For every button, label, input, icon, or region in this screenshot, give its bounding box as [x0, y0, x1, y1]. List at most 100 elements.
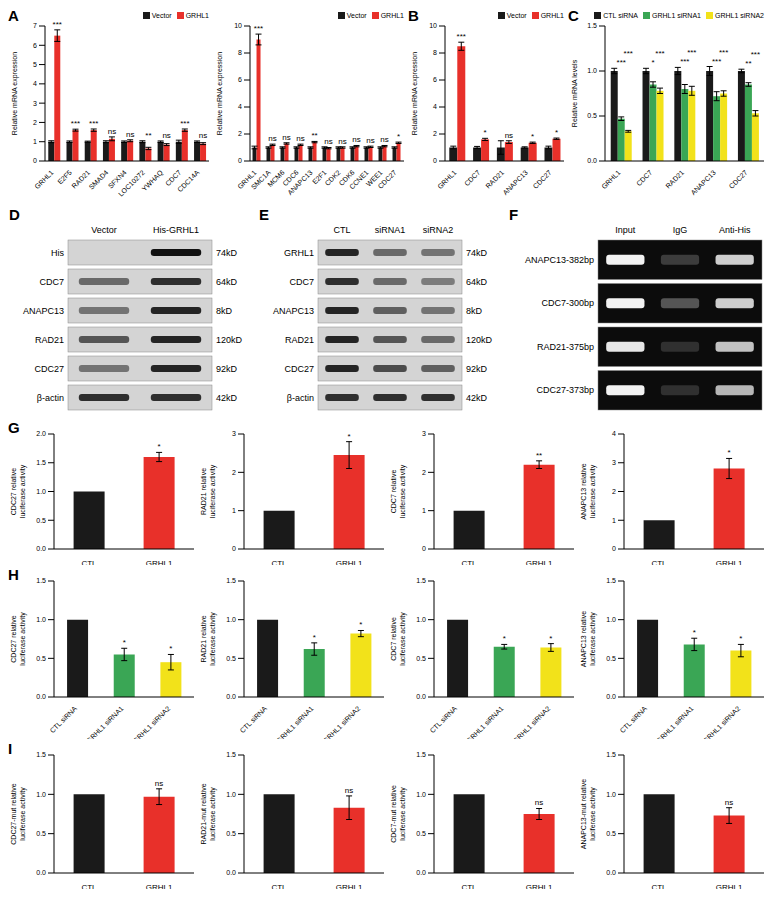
svg-text:*: * — [531, 132, 534, 141]
svg-text:1.0: 1.0 — [226, 616, 236, 623]
svg-text:42kD: 42kD — [466, 393, 488, 403]
svg-text:ns: ns — [535, 798, 543, 807]
svg-text:3: 3 — [612, 459, 616, 466]
svg-text:1.5: 1.5 — [36, 751, 46, 758]
svg-text:ANAPC13 relativeluciferase act: ANAPC13 relativeluciferase activity — [580, 463, 597, 520]
svg-text:ns: ns — [345, 786, 353, 795]
svg-text:2: 2 — [433, 130, 437, 137]
svg-text:0: 0 — [33, 157, 37, 164]
svg-text:2.0: 2.0 — [36, 430, 46, 437]
svg-text:CDC7 relativeluciferase activi: CDC7 relativeluciferase activity — [390, 612, 407, 666]
svg-text:CDC7 relativeluciferase activi: CDC7 relativeluciferase activity — [390, 464, 407, 518]
svg-text:4: 4 — [612, 430, 616, 437]
svg-text:0.0: 0.0 — [36, 693, 46, 700]
svg-text:CTL: CTL — [271, 559, 287, 565]
svg-text:0: 0 — [422, 545, 426, 552]
svg-text:CTL: CTL — [271, 883, 287, 889]
svg-text:ns: ns — [268, 134, 276, 143]
svg-text:CDC27-373bp: CDC27-373bp — [536, 385, 594, 395]
svg-text:7: 7 — [33, 22, 37, 29]
svg-text:His: His — [51, 248, 64, 258]
svg-text:***: *** — [254, 24, 263, 33]
svg-text:GRHL1: GRHL1 — [436, 169, 458, 191]
svg-text:*: * — [359, 620, 362, 629]
svg-text:***: *** — [457, 32, 466, 41]
svg-text:***: *** — [617, 58, 626, 67]
svg-text:0.0: 0.0 — [36, 869, 46, 876]
svg-text:CDC27 relativeluciferase activ: CDC27 relativeluciferase activity — [10, 464, 27, 518]
svg-text:8kD: 8kD — [216, 306, 233, 316]
svg-text:*: * — [169, 644, 172, 653]
svg-text:74kD: 74kD — [216, 248, 238, 258]
svg-text:1.0: 1.0 — [36, 791, 46, 798]
svg-text:1.0: 1.0 — [606, 791, 616, 798]
svg-text:CDC7-mut relativeluciferase ac: CDC7-mut relativeluciferase activity — [390, 785, 407, 843]
svg-text:His-GRHL1: His-GRHL1 — [153, 225, 199, 235]
svg-text:1.5: 1.5 — [587, 22, 597, 29]
svg-text:YWHAQ: YWHAQ — [140, 168, 165, 193]
svg-text:1.0: 1.0 — [416, 791, 426, 798]
svg-text:CDC7: CDC7 — [463, 169, 482, 188]
svg-text:*: * — [348, 432, 351, 441]
svg-text:***: *** — [687, 48, 696, 57]
svg-text:120kD: 120kD — [466, 335, 493, 345]
svg-text:***: *** — [89, 119, 98, 128]
svg-text:CCNE1: CCNE1 — [348, 169, 370, 191]
svg-text:10: 10 — [429, 22, 437, 29]
svg-text:GRHL1 siRNA1: GRHL1 siRNA1 — [465, 705, 505, 739]
svg-text:ns: ns — [199, 131, 207, 140]
svg-text:***: *** — [53, 20, 62, 29]
svg-text:0.0: 0.0 — [416, 693, 426, 700]
svg-text:***: *** — [624, 49, 633, 58]
svg-text:ANAPC13: ANAPC13 — [286, 169, 314, 197]
svg-text:0: 0 — [433, 157, 437, 164]
svg-text:ns: ns — [296, 134, 304, 143]
svg-text:IgG: IgG — [673, 225, 688, 235]
svg-text:GRHL1: GRHL1 — [526, 559, 553, 565]
svg-text:ns: ns — [155, 779, 163, 788]
svg-text:GRHL1: GRHL1 — [146, 559, 173, 565]
svg-text:2: 2 — [33, 119, 37, 126]
svg-text:RAD21: RAD21 — [484, 169, 505, 190]
svg-text:92kD: 92kD — [466, 364, 488, 374]
svg-text:CTL siRNA: CTL siRNA — [239, 705, 269, 735]
svg-text:β-actin: β-actin — [37, 393, 64, 403]
svg-text:GRHL1 siRNA1: GRHL1 siRNA1 — [655, 705, 695, 739]
svg-text:CTL siRNA: CTL siRNA — [619, 705, 649, 735]
svg-text:0.5: 0.5 — [36, 517, 46, 524]
svg-text:CDC27: CDC27 — [377, 169, 398, 190]
svg-text:CTL: CTL — [651, 883, 667, 889]
svg-text:1.5: 1.5 — [36, 459, 46, 466]
svg-text:Anti-His: Anti-His — [719, 225, 751, 235]
svg-text:CDC7: CDC7 — [39, 277, 64, 287]
svg-text:CDC27: CDC27 — [532, 169, 553, 190]
svg-text:ANAPC13: ANAPC13 — [273, 306, 314, 316]
svg-text:1.0: 1.0 — [606, 616, 616, 623]
svg-text:*: * — [549, 634, 552, 643]
svg-text:RAD21 relativeluciferase activ: RAD21 relativeluciferase activity — [200, 612, 217, 666]
svg-text:RAD21-mut relativeluciferase a: RAD21-mut relativeluciferase activity — [200, 783, 217, 844]
svg-text:0.0: 0.0 — [416, 869, 426, 876]
svg-text:GRHL1: GRHL1 — [336, 559, 363, 565]
svg-text:GRHL1: GRHL1 — [33, 169, 55, 191]
svg-text:CDC7-300bp: CDC7-300bp — [541, 298, 594, 308]
svg-text:*: * — [313, 633, 316, 642]
svg-text:CTL: CTL — [333, 225, 350, 235]
svg-text:1.0: 1.0 — [416, 616, 426, 623]
svg-text:GRHL1: GRHL1 — [284, 248, 314, 258]
svg-text:**: ** — [311, 131, 317, 140]
svg-text:ANAPC13: ANAPC13 — [501, 169, 529, 197]
svg-text:42kD: 42kD — [216, 393, 238, 403]
svg-text:CTL siRNA: CTL siRNA — [429, 705, 459, 735]
svg-text:ns: ns — [380, 135, 388, 144]
svg-text:**: ** — [536, 451, 542, 460]
svg-text:2: 2 — [612, 488, 616, 495]
svg-text:6: 6 — [433, 76, 437, 83]
svg-text:CTL siRNA: CTL siRNA — [49, 705, 79, 735]
svg-text:**: ** — [745, 59, 751, 68]
svg-text:SMAD4: SMAD4 — [87, 169, 109, 191]
svg-text:8kD: 8kD — [466, 306, 483, 316]
svg-text:0.5: 0.5 — [416, 655, 426, 662]
svg-text:GRHL1 siRNA2: GRHL1 siRNA2 — [702, 705, 742, 739]
svg-text:ANAPC13-382bp: ANAPC13-382bp — [525, 255, 594, 265]
